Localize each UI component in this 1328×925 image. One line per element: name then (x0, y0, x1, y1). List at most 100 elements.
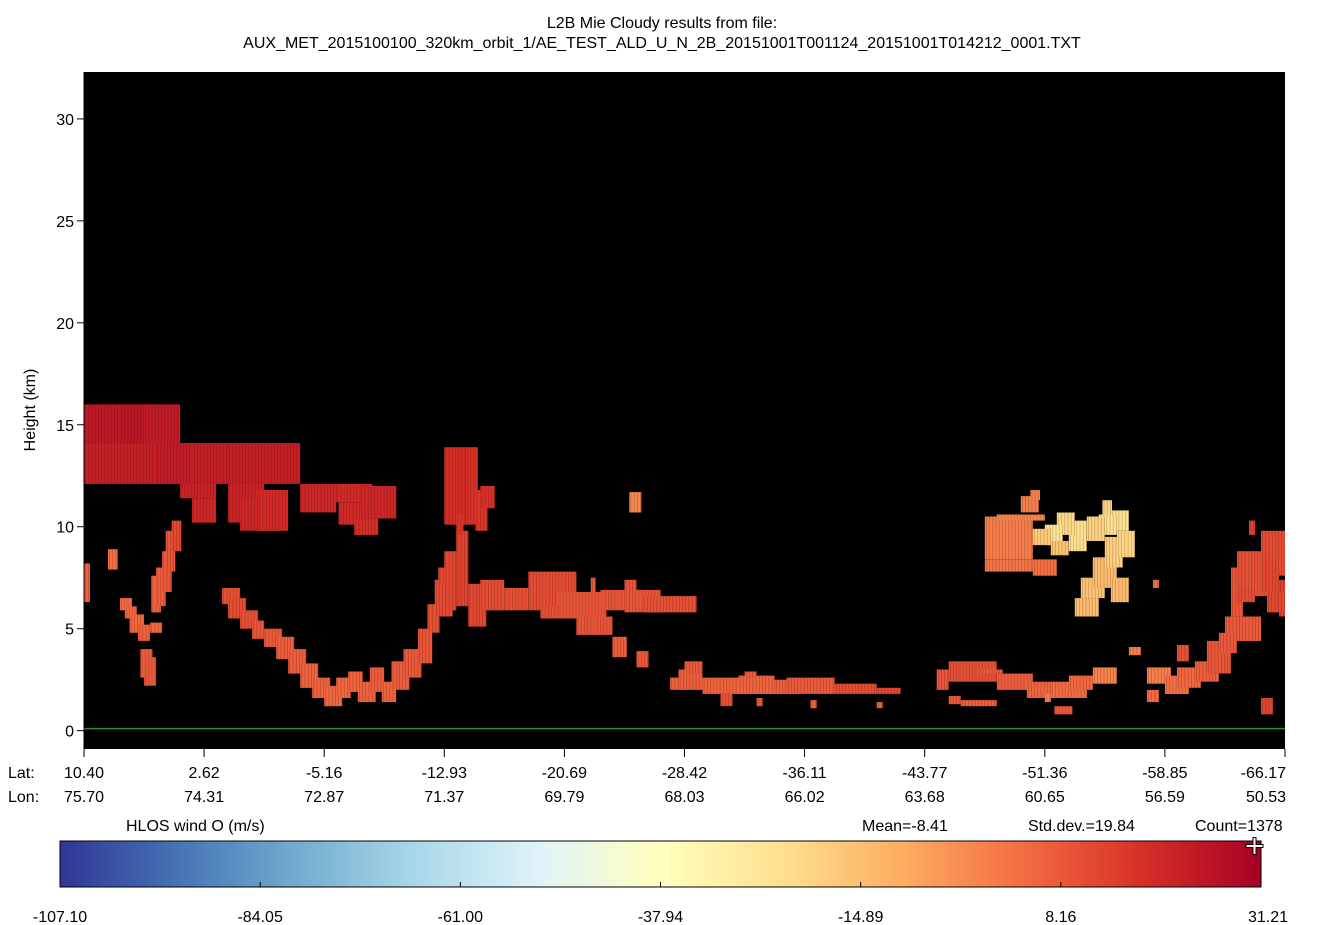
wind-cell-texture (193, 498, 217, 523)
wind-cell (744, 671, 757, 678)
wind-cell (948, 661, 997, 682)
wind-cell-texture (259, 490, 286, 531)
lon-tick-label: 71.37 (424, 789, 464, 806)
wind-cell (480, 485, 495, 509)
wind-cell (960, 700, 997, 707)
wind-cell-texture (613, 636, 628, 658)
wind-cell (150, 622, 163, 633)
wind-cell-texture (1052, 541, 1069, 556)
wind-cell (144, 657, 157, 686)
wind-cell (786, 677, 835, 694)
colorbar-tick-label: 31.21 (1248, 909, 1288, 925)
wind-cell (1044, 693, 1051, 703)
wind-cell-texture (1262, 559, 1279, 592)
y-tick-label: 20 (56, 316, 74, 333)
lat-tick-label: -66.17 (1241, 765, 1286, 782)
colorbar-tick-label: 8.16 (1045, 909, 1076, 925)
wind-cell-texture (1082, 577, 1106, 599)
wind-cell (629, 492, 642, 513)
wind-cell-texture (1034, 687, 1051, 694)
wind-cell-texture (1112, 577, 1129, 603)
wind-cell-texture (173, 520, 180, 552)
wind-cell (996, 673, 1033, 690)
wind-cell (360, 485, 397, 519)
wind-cell-texture (1094, 557, 1118, 588)
lat-tick-label: -58.85 (1142, 765, 1187, 782)
wind-cell-texture (223, 587, 240, 605)
wind-cell (1030, 490, 1040, 501)
wind-cell (1102, 500, 1112, 515)
lat-tick-label: 10.40 (64, 765, 104, 782)
wind-cell-texture (1076, 598, 1100, 617)
wind-cell (978, 669, 1003, 674)
wind-cell-texture (428, 604, 439, 633)
wind-cell (444, 447, 466, 525)
wind-cell-texture (998, 514, 1044, 521)
wind-cell (108, 549, 118, 570)
wind-cell (1261, 698, 1273, 715)
wind-cell-texture (349, 671, 363, 692)
wind-cell (612, 636, 627, 658)
wind-cell (984, 559, 1033, 572)
wind-cell (456, 530, 469, 607)
wind-cell-texture (1046, 693, 1050, 703)
lon-tick-label: 63.68 (905, 789, 945, 806)
wind-cell (1152, 579, 1159, 588)
wind-cell (456, 514, 464, 535)
wind-cell-texture (419, 628, 433, 664)
wind-cell-texture (339, 502, 363, 525)
wind-cell (678, 669, 703, 690)
wind-cell-texture (145, 657, 156, 686)
wind-cell-texture (721, 693, 732, 707)
wind-cell (144, 404, 181, 444)
wind-cell-texture (313, 677, 331, 698)
wind-cell-texture (757, 698, 762, 707)
wind-cell-texture (325, 685, 343, 707)
wind-cell-texture (637, 651, 648, 668)
wind-cell-texture (1031, 490, 1039, 501)
lon-tick-label: 69.79 (544, 789, 584, 806)
wind-cell (948, 696, 961, 705)
crosshair-cursor-icon (1245, 837, 1264, 855)
wind-cell-texture (445, 447, 466, 525)
x-axis: 10.40 75.70 2.62 74.31 -5.16 72.87 -12.93 71.37… (64, 749, 1286, 806)
wind-cell (936, 669, 949, 690)
wind-cell (1285, 714, 1297, 722)
wind-cell (1032, 559, 1057, 576)
wind-cell-texture (229, 598, 246, 619)
wind-cell-texture (950, 696, 961, 705)
wind-cell (1146, 689, 1159, 703)
lon-tick-label: 74.31 (184, 789, 224, 806)
wind-cell (336, 677, 351, 698)
wind-cell-texture (277, 636, 295, 660)
lon-tick-label: 56.59 (1145, 789, 1185, 806)
wind-cell-texture (139, 624, 150, 641)
wind-cell (1267, 592, 1285, 613)
wind-cell (636, 651, 649, 668)
wind-cell-texture (1094, 667, 1118, 684)
stat-mean: Mean=-8.41 (862, 818, 948, 835)
lat-tick-label: -12.93 (422, 765, 467, 782)
wind-cell (156, 443, 193, 484)
y-tick-label: 30 (56, 112, 74, 129)
wind-cell (369, 667, 385, 692)
wind-cell-texture (1287, 714, 1297, 722)
colorbar-tick-label: -84.05 (237, 909, 282, 925)
stat-std-dev: Std.dev.=19.84 (1028, 818, 1135, 835)
lon-tick-label: 66.02 (785, 789, 825, 806)
y-tick-label: 0 (65, 724, 74, 741)
wind-cell (444, 551, 457, 611)
wind-cell (684, 661, 703, 674)
wind-cell-texture (745, 671, 757, 678)
wind-cell-texture (145, 404, 178, 444)
lon-tick-label: 75.70 (64, 789, 104, 806)
lon-tick-label: 68.03 (664, 789, 704, 806)
wind-cell (996, 514, 1045, 521)
wind-cell-texture (592, 577, 596, 592)
wind-cell (834, 683, 877, 694)
wind-cell (258, 490, 289, 531)
colorbar-label: HLOS wind O (m/s) (126, 818, 265, 835)
wind-cell-texture (962, 700, 995, 707)
wind-cell (354, 518, 379, 535)
